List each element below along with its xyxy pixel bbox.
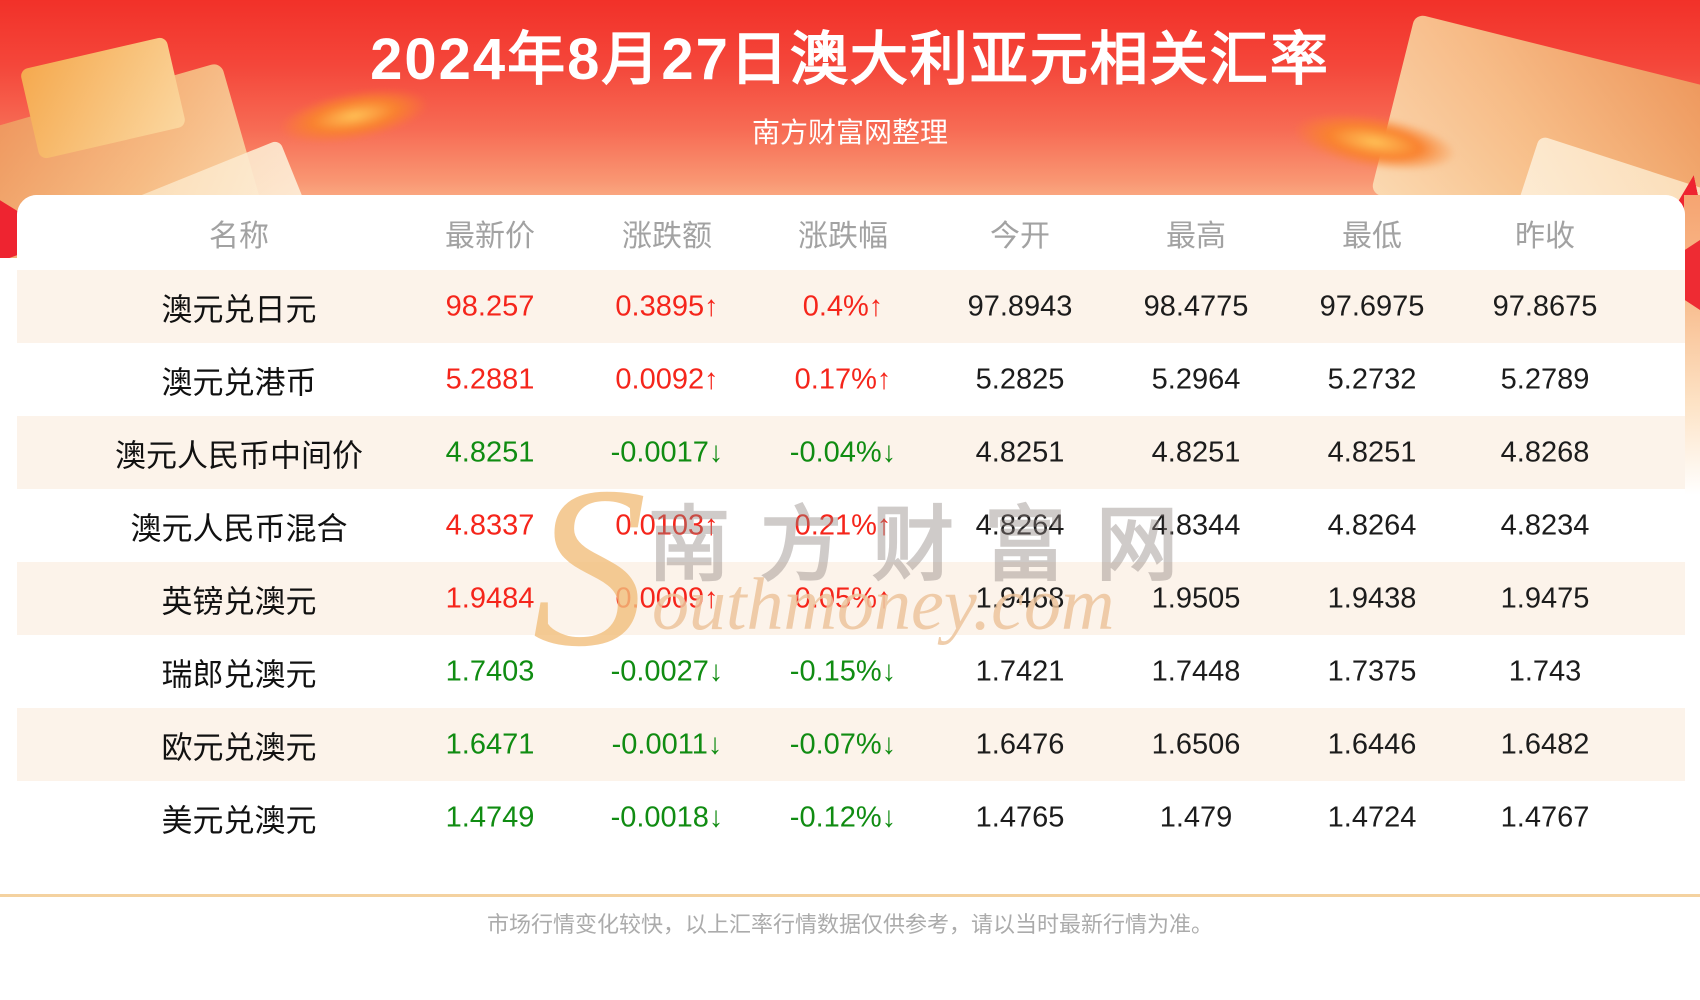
column-header-prev-close: 昨收 [1515,219,1575,253]
page-subtitle: 南方财富网整理 [751,117,948,148]
cell-high: 1.7448 [1151,655,1241,687]
cell-low: 1.7375 [1327,655,1417,687]
cell-name: 澳元兑日元 [161,292,317,327]
cell-low: 4.8251 [1327,436,1417,468]
cell-change-pct: 0.4%↑ [802,290,884,322]
cell-change-pct: -0.15%↓ [789,655,897,687]
rates-table: 名称 最新价 涨跌额 涨跌幅 今开 最高 最低 昨收 澳元兑日元 98.257 … [17,195,1685,854]
cell-name: 瑞郎兑澳元 [161,657,317,692]
cell-change: -0.0018↓ [610,801,724,833]
cell-open: 4.8264 [975,509,1065,541]
cell-name: 澳元人民币中间价 [115,438,363,473]
cell-high: 4.8344 [1151,509,1241,541]
cell-prev-close: 1.6482 [1500,728,1590,760]
cell-latest: 5.2881 [445,363,535,395]
cell-prev-close: 97.8675 [1492,290,1598,322]
cell-latest: 1.7403 [445,655,535,687]
red-ribbon-icon [1684,240,1700,310]
cell-low: 97.6975 [1319,290,1425,322]
table-row: 欧元兑澳元 1.6471 -0.0011↓ -0.07%↓ 1.6476 1.6… [17,708,1685,781]
cell-high: 5.2964 [1151,363,1241,395]
column-header-latest: 最新价 [445,219,535,253]
cell-name: 美元兑澳元 [161,803,317,838]
cell-open: 1.6476 [975,728,1065,760]
cell-open: 1.4765 [975,801,1065,833]
column-header-low: 最低 [1342,219,1402,253]
cell-name: 英镑兑澳元 [161,584,317,619]
cell-latest: 1.6471 [445,728,535,760]
cell-change-pct: -0.04%↓ [789,436,897,468]
table-row: 澳元人民币中间价 4.8251 -0.0017↓ -0.04%↓ 4.8251 … [17,416,1685,489]
cell-change: -0.0027↓ [610,655,724,687]
cell-low: 5.2732 [1327,363,1417,395]
cell-latest: 98.257 [445,290,535,322]
table-row: 英镑兑澳元 1.9484 0.0009↑ 0.05%↑ 1.9468 1.950… [17,562,1685,635]
table-row: 澳元兑港币 5.2881 0.0092↑ 0.17%↑ 5.2825 5.296… [17,343,1685,416]
cell-open: 1.9468 [975,582,1065,614]
cell-name: 澳元兑港币 [161,365,317,400]
cell-change: -0.0017↓ [610,436,724,468]
cell-prev-close: 1.743 [1508,655,1582,687]
cell-high: 4.8251 [1151,436,1241,468]
cell-change-pct: -0.12%↓ [789,801,897,833]
cell-name: 澳元人民币混合 [130,511,348,546]
cell-change-pct: 0.17%↑ [794,363,892,395]
cell-high: 1.9505 [1151,582,1241,614]
page-title: 2024年8月27日澳大利亚元相关汇率 [370,27,1330,92]
column-header-change-pct: 涨跌幅 [798,219,888,253]
cell-open: 97.8943 [967,290,1073,322]
disclaimer-note: 市场行情变化较快，以上汇率行情数据仅供参考，请以当时最新行情为准。 [486,912,1213,937]
cell-change: 0.3895↑ [615,290,719,322]
cell-high: 98.4775 [1143,290,1249,322]
cell-change-pct: 0.05%↑ [794,582,892,614]
cell-prev-close: 1.9475 [1500,582,1590,614]
cell-latest: 1.4749 [445,801,535,833]
cell-prev-close: 4.8234 [1500,509,1590,541]
cell-latest: 1.9484 [445,582,535,614]
table-header-row: 名称 最新价 涨跌额 涨跌幅 今开 最高 最低 昨收 [17,195,1685,270]
edge-decoration [1684,195,1700,495]
cell-latest: 4.8251 [445,436,535,468]
cell-high: 1.6506 [1151,728,1241,760]
cell-change-pct: 0.21%↑ [794,509,892,541]
cell-prev-close: 5.2789 [1500,363,1590,395]
cell-prev-close: 1.4767 [1500,801,1590,833]
column-header-change: 涨跌额 [622,219,712,253]
table-body: 澳元兑日元 98.257 0.3895↑ 0.4%↑ 97.8943 98.47… [17,270,1685,854]
column-header-name: 名称 [209,219,269,253]
cell-latest: 4.8337 [445,509,535,541]
cell-low: 4.8264 [1327,509,1417,541]
cell-low: 1.4724 [1327,801,1417,833]
cell-change: -0.0011↓ [611,728,723,760]
column-header-high: 最高 [1166,219,1226,253]
cell-open: 4.8251 [975,436,1065,468]
cell-name: 欧元兑澳元 [161,730,317,765]
column-header-open: 今开 [990,219,1050,253]
table-row: 澳元兑日元 98.257 0.3895↑ 0.4%↑ 97.8943 98.47… [17,270,1685,343]
cell-low: 1.6446 [1327,728,1417,760]
cell-high: 1.479 [1159,801,1233,833]
table-row: 澳元人民币混合 4.8337 0.0103↑ 0.21%↑ 4.8264 4.8… [17,489,1685,562]
cell-change: 0.0103↑ [615,509,719,541]
table-row: 瑞郎兑澳元 1.7403 -0.0027↓ -0.15%↓ 1.7421 1.7… [17,635,1685,708]
cell-change: 0.0009↑ [615,582,719,614]
cell-open: 1.7421 [975,655,1065,687]
cell-change: 0.0092↑ [615,363,719,395]
cell-open: 5.2825 [975,363,1065,395]
cell-low: 1.9438 [1327,582,1417,614]
footer-divider [0,894,1700,897]
cell-prev-close: 4.8268 [1500,436,1590,468]
table-row: 美元兑澳元 1.4749 -0.0018↓ -0.12%↓ 1.4765 1.4… [17,781,1685,854]
cell-change-pct: -0.07%↓ [789,728,897,760]
